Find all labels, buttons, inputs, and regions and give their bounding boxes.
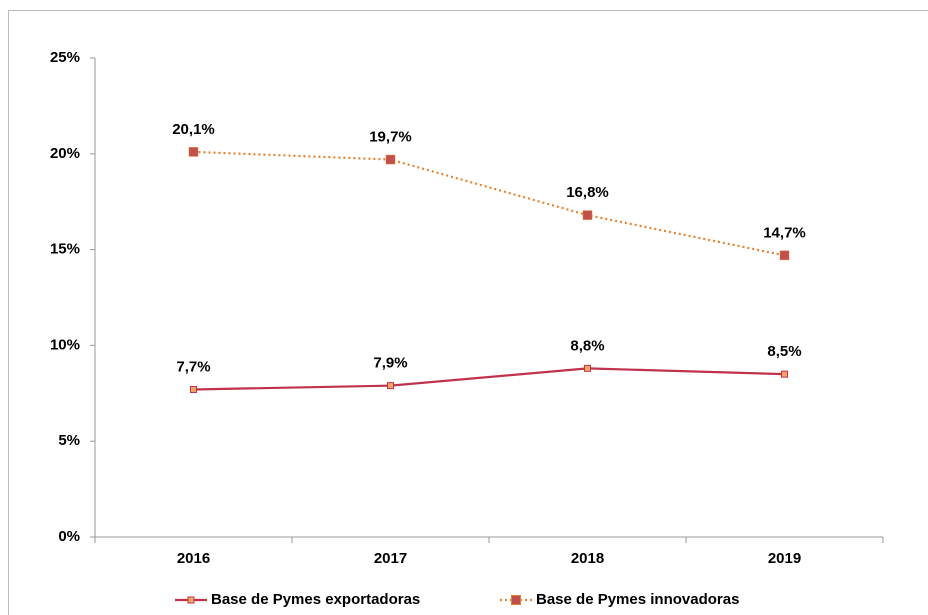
data-label: 8,8% — [570, 337, 604, 354]
data-label: 19,7% — [369, 129, 412, 146]
data-label: 20,1% — [172, 121, 215, 138]
data-label: 7,9% — [373, 355, 407, 372]
point-marker — [781, 370, 788, 378]
y-tick-label: 5% — [58, 432, 80, 449]
x-tick-label: 2016 — [177, 550, 210, 567]
y-tick-label: 25% — [50, 49, 80, 66]
legend-label: Base de Pymes exportadoras — [211, 591, 420, 608]
legend-marker — [511, 595, 521, 605]
y-tick-label: 15% — [50, 241, 80, 258]
data-label: 8,5% — [767, 343, 801, 360]
point-marker — [584, 364, 591, 372]
point-marker — [190, 385, 197, 393]
x-tick-label: 2019 — [768, 550, 801, 567]
x-tick-label: 2018 — [571, 550, 604, 567]
series-line — [193, 367, 785, 391]
y-tick-label: 10% — [50, 336, 80, 353]
legend-marker — [187, 596, 195, 604]
y-tick-label: 0% — [58, 528, 80, 545]
x-tick-label: 2017 — [374, 550, 407, 567]
point-marker — [387, 382, 394, 390]
data-label: 7,7% — [176, 358, 210, 375]
point-marker — [582, 210, 593, 220]
y-tick-label: 20% — [50, 145, 80, 162]
legend-label: Base de Pymes innovadoras — [536, 591, 739, 608]
data-label: 16,8% — [566, 184, 609, 201]
point-marker — [779, 250, 790, 261]
point-marker — [188, 147, 199, 157]
data-label: 14,7% — [763, 224, 806, 241]
point-marker — [385, 154, 396, 165]
chart-frame — [8, 10, 928, 615]
